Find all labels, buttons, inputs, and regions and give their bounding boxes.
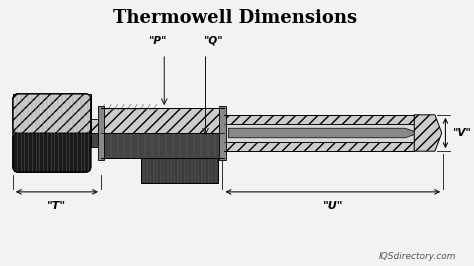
FancyBboxPatch shape	[13, 133, 91, 172]
Text: "T": "T"	[47, 201, 66, 211]
Text: IQSdirectory.com: IQSdirectory.com	[379, 252, 456, 261]
FancyBboxPatch shape	[13, 94, 91, 133]
Bar	[101, 133, 224, 158]
Text: "P": "P"	[148, 36, 166, 46]
Text: "U": "U"	[323, 201, 343, 211]
Bar	[101, 108, 224, 133]
Polygon shape	[228, 128, 419, 138]
Bar	[224, 142, 414, 151]
Text: "V": "V"	[452, 128, 471, 138]
Bar	[98, 106, 104, 160]
Text: Thermowell Dimensions: Thermowell Dimensions	[113, 9, 357, 27]
Polygon shape	[414, 115, 442, 151]
Bar	[91, 133, 101, 147]
Bar	[91, 119, 101, 133]
Bar	[224, 115, 414, 124]
Bar	[219, 106, 226, 160]
Bar	[13, 94, 91, 133]
Text: "Q": "Q"	[202, 36, 222, 46]
Bar	[141, 158, 218, 183]
Bar	[224, 124, 414, 142]
